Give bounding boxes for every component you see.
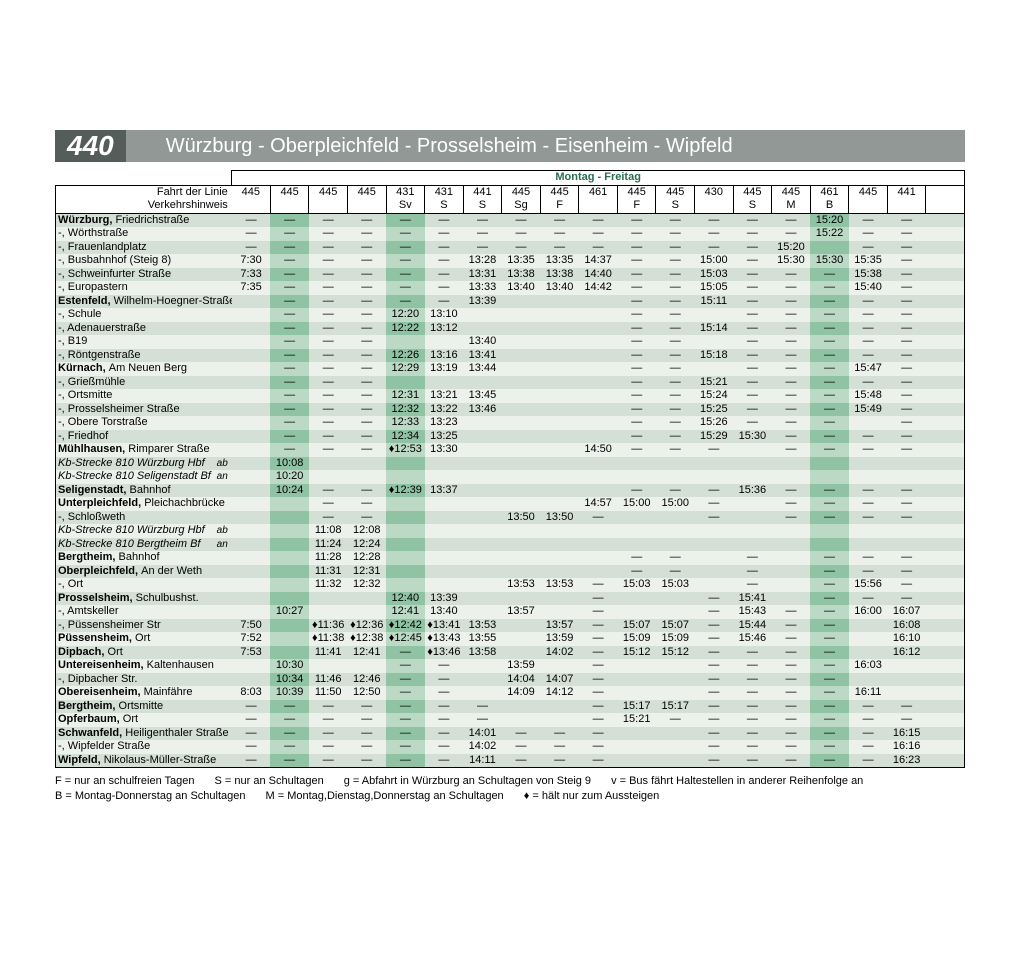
- fahrt-label: Fahrt der Linie: [56, 185, 232, 199]
- stop-name: Prosselsheim, Schulbushst.: [56, 592, 232, 606]
- stop-name: Kürnach, Am Neuen Berg: [56, 362, 232, 376]
- stop-name: -, Adenauerstraße: [56, 322, 232, 336]
- legend-item: F = nur an schulfreien Tagen: [55, 774, 195, 789]
- stop-name: Unterpleichfeld, Pleichachbrücke: [56, 497, 232, 511]
- legend-item: ♦ = hält nur zum Aussteigen: [524, 789, 660, 804]
- timetable-header: 440 Würzburg - Oberpleichfeld - Prossels…: [55, 130, 965, 162]
- stop-name: Püssensheim, Ort: [56, 632, 232, 646]
- timetable: Montag - FreitagFahrt der Linie445445445…: [55, 170, 965, 768]
- stop-name: Bergtheim, Ortsmitte: [56, 700, 232, 714]
- stop-name: Schwanfeld, Heiligenthaler Straße: [56, 727, 232, 741]
- stop-name: -, Grießmühle: [56, 376, 232, 390]
- stop-name: Kb-Strecke 810 Würzburg Hbfab: [56, 524, 232, 538]
- days-header: Montag - Freitag: [232, 171, 965, 186]
- legend-item: M = Montag,Dienstag,Donnerstag an Schult…: [266, 789, 504, 804]
- stop-name: -, B19: [56, 335, 232, 349]
- stop-name: -, Wörthstraße: [56, 227, 232, 241]
- stop-name: -, Frauenlandplatz: [56, 241, 232, 255]
- stop-name: -, Busbahnhof (Steig 8): [56, 254, 232, 268]
- stop-name: -, Prosselsheimer Straße: [56, 403, 232, 417]
- stop-name: -, Europastern: [56, 281, 232, 295]
- stop-name: -, Röntgenstraße: [56, 349, 232, 363]
- stop-name: -, Schule: [56, 308, 232, 322]
- stop-name: Bergtheim, Bahnhof: [56, 551, 232, 565]
- route-title: Würzburg - Oberpleichfeld - Prosselsheim…: [126, 130, 965, 162]
- stop-name: -, Ortsmitte: [56, 389, 232, 403]
- stop-name: Würzburg, Friedrichstraße: [56, 213, 232, 227]
- stop-name: Kb-Strecke 810 Bergtheim Bfan: [56, 538, 232, 552]
- stop-name: -, Wipfelder Straße: [56, 740, 232, 754]
- stop-name: Obereisenheim, Mainfähre: [56, 686, 232, 700]
- stop-name: Oberpleichfeld, An der Weth: [56, 565, 232, 579]
- stop-name: -, Schweinfurter Straße: [56, 268, 232, 282]
- stop-name: -, Friedhof: [56, 430, 232, 444]
- stop-name: Dipbach, Ort: [56, 646, 232, 660]
- stop-name: Kb-Strecke 810 Seligenstadt Bfan: [56, 470, 232, 484]
- stop-name: Seligenstadt, Bahnhof: [56, 484, 232, 498]
- stop-name: Kb-Strecke 810 Würzburg Hbfab: [56, 457, 232, 471]
- stop-name: Estenfeld, Wilhelm-Hoegner-Straße: [56, 295, 232, 309]
- stop-name: Wipfeld, Nikolaus-Müller-Straße: [56, 754, 232, 768]
- legend-item: g = Abfahrt in Würzburg an Schultagen vo…: [344, 774, 591, 789]
- stop-name: -, Püssensheimer Str: [56, 619, 232, 633]
- stop-name: -, Dipbacher Str.: [56, 673, 232, 687]
- legend-item: B = Montag-Donnerstag an Schultagen: [55, 789, 246, 804]
- stop-name: -, Schloßweth: [56, 511, 232, 525]
- legend: F = nur an schulfreien Tagen S = nur an S…: [55, 774, 965, 804]
- stop-name: -, Amtskeller: [56, 605, 232, 619]
- verkehr-label: Verkehrshinweis: [56, 199, 232, 213]
- line-number: 440: [55, 130, 126, 162]
- legend-item: S = nur an Schultagen: [215, 774, 324, 789]
- stop-name: Mühlhausen, Rimparer Straße: [56, 443, 232, 457]
- stop-name: -, Obere Torstraße: [56, 416, 232, 430]
- stop-name: Opferbaum, Ort: [56, 713, 232, 727]
- legend-item: v = Bus fährt Haltestellen in anderer Re…: [611, 774, 863, 789]
- stop-name: Untereisenheim, Kaltenhausen: [56, 659, 232, 673]
- stop-name: -, Ort: [56, 578, 232, 592]
